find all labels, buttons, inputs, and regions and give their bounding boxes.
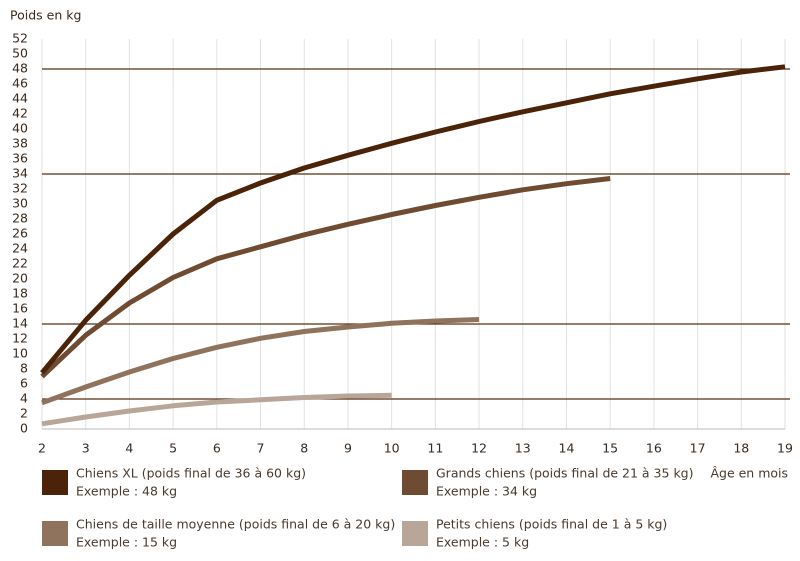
legend-swatch <box>402 521 428 546</box>
legend-example: Exemple : 5 kg <box>436 535 529 550</box>
x-tick-label: 7 <box>257 441 265 456</box>
legend-example: Exemple : 48 kg <box>76 484 177 499</box>
y-tick-label: 10 <box>12 346 28 361</box>
y-tick-label: 24 <box>12 241 28 256</box>
x-tick-label: 18 <box>733 441 749 456</box>
y-tick-label: 16 <box>12 301 28 316</box>
series-line <box>40 176 611 379</box>
y-tick-label: 12 <box>12 331 28 346</box>
y-tick-label: 48 <box>12 61 28 76</box>
x-tick-label: 2 <box>38 441 46 456</box>
x-tick-label: 9 <box>344 441 352 456</box>
x-tick-label: 10 <box>384 441 400 456</box>
x-tick-label: 13 <box>515 441 531 456</box>
x-tick-label: 3 <box>82 441 90 456</box>
y-tick-label: 52 <box>12 31 28 46</box>
y-tick-label: 22 <box>12 256 28 271</box>
x-tick-label: 19 <box>777 441 793 456</box>
y-tick-label: 34 <box>12 166 28 181</box>
legend-label: Chiens XL (poids final de 36 à 60 kg) <box>76 466 306 481</box>
y-tick-label: 38 <box>12 136 28 151</box>
series-line <box>40 64 786 375</box>
y-tick-label: 36 <box>12 151 28 166</box>
x-axis-label: Âge en mois <box>710 466 788 481</box>
y-tick-label: 26 <box>12 226 28 241</box>
y-tick-label: 44 <box>12 91 28 106</box>
y-tick-label: 14 <box>12 316 28 331</box>
x-tick-label: 6 <box>213 441 221 456</box>
y-tick-label: 32 <box>12 181 28 196</box>
y-tick-label: 6 <box>20 376 28 391</box>
legend-swatch <box>42 521 68 546</box>
series-line <box>41 392 392 427</box>
y-tick-label: 30 <box>12 196 28 211</box>
legend-example: Exemple : 34 kg <box>436 484 537 499</box>
x-tick-label: 15 <box>602 441 618 456</box>
x-tick-label: 4 <box>125 441 133 456</box>
y-tick-label: 18 <box>12 286 28 301</box>
series-line <box>41 317 480 406</box>
x-tick-label: 17 <box>690 441 706 456</box>
x-tick-label: 8 <box>300 441 308 456</box>
y-tick-label: 8 <box>20 361 28 376</box>
y-tick-label: 2 <box>20 406 28 421</box>
legend-example: Exemple : 15 kg <box>76 535 177 550</box>
legend-label: Chiens de taille moyenne (poids final de… <box>76 517 395 532</box>
y-tick-label: 46 <box>12 76 28 91</box>
legend-label: Grands chiens (poids final de 21 à 35 kg… <box>436 466 694 481</box>
y-tick-label: 20 <box>12 271 28 286</box>
y-axis-label: Poids en kg <box>10 8 81 23</box>
y-tick-label: 0 <box>20 421 28 436</box>
x-tick-label: 5 <box>169 441 177 456</box>
legend-label: Petits chiens (poids final de 1 à 5 kg) <box>436 517 667 532</box>
x-tick-label: 12 <box>471 441 487 456</box>
x-tick-label: 14 <box>559 441 575 456</box>
y-tick-label: 28 <box>12 211 28 226</box>
y-tick-label: 4 <box>20 391 28 406</box>
legend-swatch <box>42 470 68 495</box>
x-tick-label: 11 <box>427 441 443 456</box>
y-tick-label: 42 <box>12 106 28 121</box>
x-tick-label: 16 <box>646 441 662 456</box>
y-tick-label: 40 <box>12 121 28 136</box>
legend-swatch <box>402 470 428 495</box>
y-tick-label: 50 <box>12 46 28 61</box>
